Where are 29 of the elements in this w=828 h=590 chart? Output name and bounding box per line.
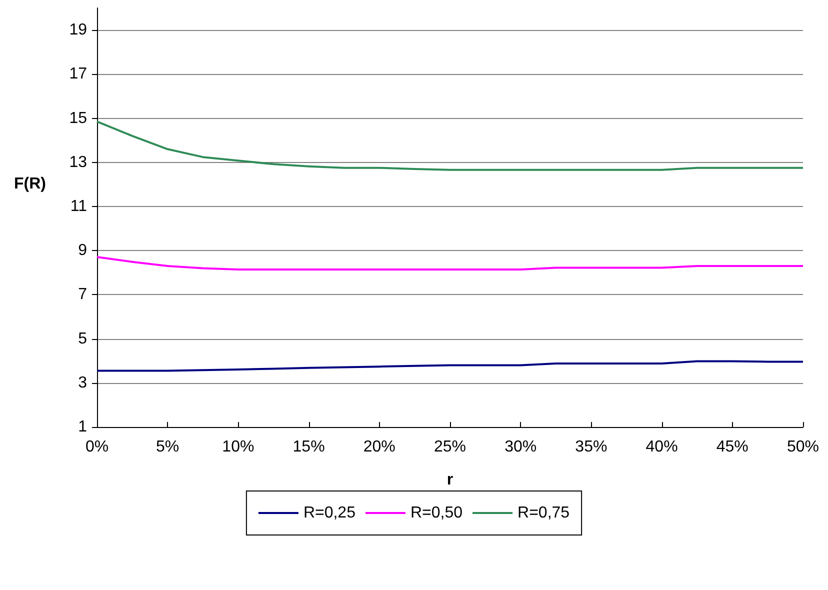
x-tick-label: 20% (363, 438, 396, 456)
x-tick-label: 10% (222, 438, 254, 456)
x-tick-label: 5% (156, 438, 180, 456)
y-tick-label: 1 (78, 418, 88, 436)
x-tick-label: 15% (292, 438, 325, 456)
x-tick-label: 30% (504, 438, 537, 456)
y-tick-label: 15 (69, 110, 88, 127)
y-tick-label: 19 (69, 22, 88, 39)
x-tick-label: 0% (85, 438, 109, 456)
x-axis-title: r (446, 472, 454, 488)
y-tick-label: 13 (69, 154, 88, 171)
x-tick-label: 40% (646, 438, 678, 456)
y-tick-label: 7 (78, 286, 88, 304)
y-tick-label: 3 (78, 374, 88, 392)
y-tick-label: 5 (78, 330, 88, 348)
legend-label: R=0,25 (303, 504, 356, 522)
y-tick-label: 17 (69, 66, 88, 83)
legend-label: R=0,50 (410, 504, 463, 522)
x-tick-label: 25% (434, 438, 466, 456)
x-tick-label: 35% (575, 438, 608, 456)
x-tick-label: 50% (786, 438, 820, 456)
line-series (96, 360, 804, 372)
y-tick-label: 11 (70, 198, 88, 215)
legend-label: R=0,75 (518, 504, 570, 522)
line-series (96, 256, 804, 271)
x-tick-label: 45% (716, 438, 748, 456)
y-axis-title: F(R) (14, 176, 46, 192)
line-series (96, 120, 804, 171)
y-tick-label: 9 (78, 242, 88, 260)
